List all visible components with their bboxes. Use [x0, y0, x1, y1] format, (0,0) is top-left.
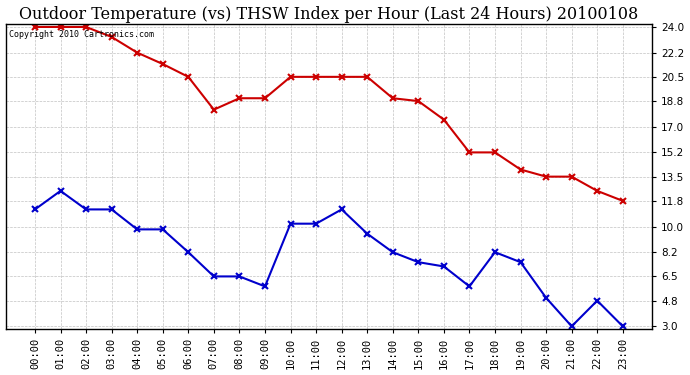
- Title: Outdoor Temperature (vs) THSW Index per Hour (Last 24 Hours) 20100108: Outdoor Temperature (vs) THSW Index per …: [19, 6, 638, 22]
- Text: Copyright 2010 Cartronics.com: Copyright 2010 Cartronics.com: [9, 30, 154, 39]
